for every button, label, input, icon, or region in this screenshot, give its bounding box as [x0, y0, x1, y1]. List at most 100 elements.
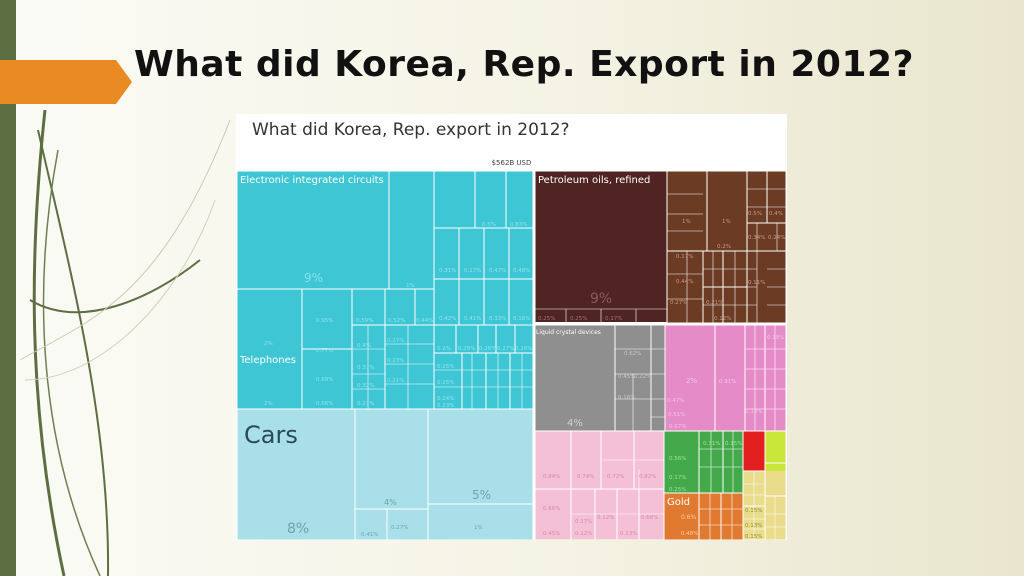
- tile-label: 0.62%: [624, 351, 641, 357]
- tile-label: 0.32%: [357, 383, 374, 389]
- tile-label: 1%: [722, 219, 731, 225]
- tile-label: 0.25%: [669, 487, 686, 493]
- label-petroleum-share: 9%: [590, 291, 612, 307]
- chemicals-region: [665, 325, 786, 431]
- tile-label: 0.77%: [316, 348, 333, 354]
- tile-label: 0.48%: [681, 531, 698, 537]
- tile-label: 5%: [472, 488, 491, 502]
- tile-label: 0.4%: [357, 343, 371, 349]
- tile-label: 0.12%: [575, 531, 592, 537]
- tile-label: 0.48%: [513, 268, 530, 274]
- tile-label: 0.25%: [437, 380, 454, 386]
- tile-label: 0.25%: [538, 316, 555, 322]
- label-cars: Cars: [244, 421, 298, 449]
- red-tile: [743, 431, 765, 471]
- tile-label: 0.24%: [768, 235, 785, 241]
- tile-label: 0.72%: [607, 474, 624, 480]
- tile-label: 0.67%: [669, 424, 686, 430]
- tile-label: 0.66%: [316, 401, 333, 407]
- liquid-crystal-region: [535, 325, 665, 431]
- tile-label: 0.41%: [464, 316, 481, 322]
- tile-label: 0.47%: [489, 268, 506, 274]
- tile-label: 0.45%: [543, 531, 560, 537]
- tile-label: 0.59%: [356, 318, 373, 324]
- petroleum-tile: [535, 171, 667, 323]
- tile-label: 0.13%: [620, 531, 637, 537]
- tile-value-labels: 1% 0.5% 0.83% 0.31% 0.17% 0.47% 0.48% 0.…: [264, 211, 785, 540]
- tile-label: 0.5%: [748, 211, 762, 217]
- tile-label: 1%: [682, 219, 691, 225]
- tile-label: 0.95%: [316, 318, 333, 324]
- small-tiles-grid: [352, 188, 786, 540]
- tile-label: 0.47%: [667, 398, 684, 404]
- tile-label: 0.23%: [437, 403, 454, 409]
- tile-label: 0.5%: [482, 222, 496, 228]
- tile-label: 0.17%: [669, 475, 686, 481]
- tile-label: 0.29%: [458, 346, 475, 352]
- label-liquid-crystal: Liquid crystal devices: [536, 329, 601, 336]
- tile-label: 0.2%: [717, 244, 731, 250]
- tile-label: 0.34%: [748, 235, 765, 241]
- block-labels: Electronic integrated circuits 9% Teleph…: [239, 175, 697, 537]
- tile-label: 0.15%: [745, 534, 762, 540]
- tile-label: 0.26%: [515, 346, 532, 352]
- tile-label: 0.82%: [639, 474, 656, 480]
- tile-label: 0.27%: [387, 338, 404, 344]
- cars-region: [237, 409, 533, 540]
- label-gold: Gold: [667, 497, 690, 508]
- tile-label: 0.31%: [703, 441, 720, 447]
- tile-label: 4%: [384, 498, 397, 507]
- tile-label: 0.84%: [543, 474, 560, 480]
- tile-label: 0.74%: [577, 474, 594, 480]
- tile-label: 0.51%: [668, 412, 685, 418]
- tile-label: 0.21%: [706, 300, 723, 306]
- tile-label: 0.91%: [719, 379, 736, 385]
- tile-label: 0.37%: [357, 365, 374, 371]
- tile-label: 0.27%: [391, 525, 408, 531]
- tile-label: 0.69%: [316, 377, 333, 383]
- tile-borders: [236, 170, 787, 540]
- tile-label: 0.11%: [748, 280, 765, 286]
- tile-label: 0.23%: [387, 358, 404, 364]
- tile-label: 0.52%: [388, 318, 405, 324]
- tile-label: 0.16%: [618, 395, 635, 401]
- tile-label: 0.17%: [464, 268, 481, 274]
- label-telephones: Telephones: [239, 355, 296, 366]
- label-gold-share: 0.6%: [681, 514, 697, 521]
- tile-label: 0.15%: [725, 441, 742, 447]
- tile-label: 0.33%: [489, 316, 506, 322]
- tile-label: 0.17%: [605, 316, 622, 322]
- tile-label: 0.12%: [714, 316, 731, 322]
- tile-label: 2%: [264, 401, 273, 407]
- tile-label: 0.27%: [670, 300, 687, 306]
- treemap-chart: Electronic integrated circuits 9% Teleph…: [236, 170, 787, 540]
- orange-tab-marker: [0, 60, 132, 104]
- tile-label: 0.41%: [361, 532, 378, 538]
- tile-label: 1%: [474, 525, 483, 531]
- tile-label: 0.66%: [543, 506, 560, 512]
- tile-label: 0.16%: [513, 316, 530, 322]
- tile-label: 0.68%: [641, 515, 658, 521]
- tile-label: 0.13%: [745, 523, 762, 529]
- tile-label: 0.12%: [597, 515, 614, 521]
- slide-title: What did Korea, Rep. Export in 2012?: [134, 44, 914, 85]
- metals-region: [535, 431, 664, 540]
- tile-label: 0.21%: [387, 378, 404, 384]
- tile-label: 0.56%: [669, 456, 686, 462]
- tile-label: 0.21%: [357, 401, 374, 407]
- label-cars-share: 8%: [287, 521, 309, 537]
- tile-label: 0.25%: [437, 364, 454, 370]
- tile-label: 0.26%: [479, 346, 496, 352]
- tile-label: 0.25%: [570, 316, 587, 322]
- chart-title: What did Korea, Rep. export in 2012?: [252, 120, 570, 140]
- tile-label: 0.83%: [510, 222, 527, 228]
- plastics-region: [664, 431, 743, 493]
- treemap-figure: What did Korea, Rep. export in 2012? $56…: [236, 114, 787, 540]
- tile-label: 2%: [264, 341, 273, 347]
- label-petroleum: Petroleum oils, refined: [538, 175, 650, 186]
- tile-label: 0.27%: [497, 346, 514, 352]
- tile-label: 0.17%: [676, 254, 693, 260]
- label-liquid-crystal-share: 4%: [567, 418, 583, 429]
- gold-region: [664, 493, 743, 540]
- tile-label: 0.18%: [767, 335, 784, 341]
